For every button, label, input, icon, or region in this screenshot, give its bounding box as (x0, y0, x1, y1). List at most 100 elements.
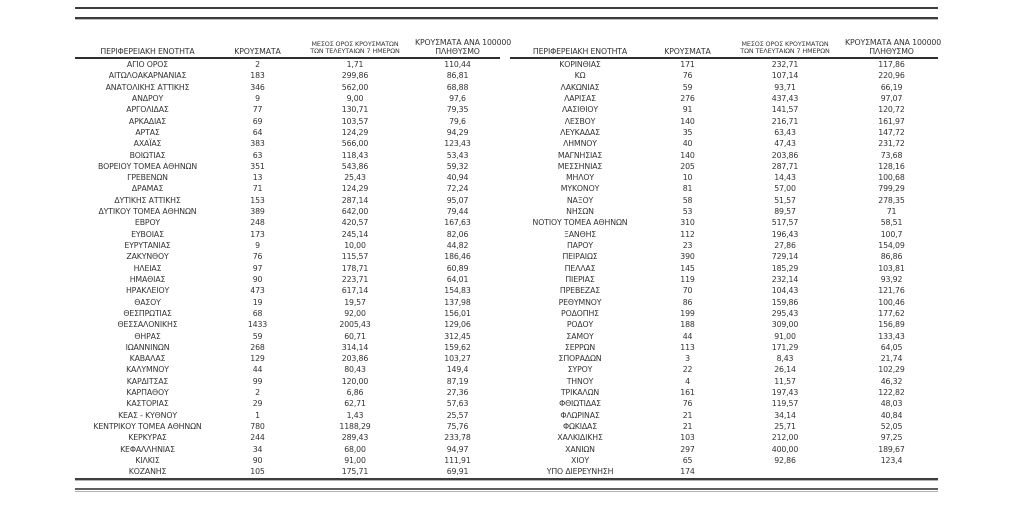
cell-per100k: 799,29 (878, 184, 905, 194)
cell-region: ΛΕΥΚΑΔΑΣ (560, 127, 600, 137)
cell-per100k: 73,68 (880, 150, 903, 160)
cell-cases: 40 (682, 139, 693, 149)
cell-region: ΣΠΟΡΑΔΩΝ (558, 354, 602, 364)
table-row: ΠΡΕΒΕΖΑΣ 70 104,43 121,76 (510, 285, 938, 296)
cell-cases: 183 (250, 71, 265, 81)
table-row: ΤΡΙΚΑΛΩΝ 161 197,43 122,82 (510, 387, 938, 398)
table-row: ΣΕΡΡΩΝ 113 171,29 64,05 (510, 342, 938, 353)
cell-region: ΝΟΤΙΟΥ ΤΟΜΕΑ ΑΘΗΝΩΝ (532, 218, 628, 228)
cell-per100k: 64,01 (446, 274, 469, 284)
cell-cases: 129 (250, 354, 265, 364)
cell-cases: 174 (680, 467, 695, 477)
cell-avg7: 92,86 (774, 455, 796, 465)
table-row: ΠΕΛΛΑΣ 145 185,29 103,81 (510, 263, 938, 274)
cell-cases: 34 (252, 444, 263, 454)
table-row: ΑΙΤΩΛΟΑΚΑΡΝΑΝΙΑΣ 183 299,86 86,81 (75, 70, 500, 81)
table-row: ΚΕΑΣ - ΚΥΘΝΟΥ 1 1,43 25,57 (75, 410, 500, 421)
cell-region: ΚΑΣΤΟΡΙΑΣ (126, 399, 169, 409)
cell-cases: 103 (680, 433, 695, 443)
cell-cases: 86 (682, 297, 693, 307)
cell-cases: 297 (680, 444, 695, 454)
cell-per100k: 59,32 (446, 161, 469, 171)
cell-avg7: 287,71 (771, 161, 799, 171)
cell-cases: 81 (682, 184, 693, 194)
column-header-per100k: ΚΡΟΥΣΜΑΤΑ ΑΝΑ 100000 ΠΛΗΘΥΣΜΟ (845, 35, 941, 59)
cell-per100k: 87,19 (446, 376, 469, 386)
table-row: ΑΡΓΟΛΙΔΑΣ 77 130,71 79,35 (75, 104, 500, 115)
cell-per100k: 123,43 (444, 139, 471, 149)
column-header-region: ΠΕΡΙΦΕΡΕΙΑΚΗ ΕΝΟΤΗΤΑ (510, 35, 650, 59)
cell-per100k: 79,6 (449, 116, 466, 126)
cell-region: ΘΕΣΠΡΩΤΙΑΣ (123, 308, 172, 318)
cell-avg7: 130,71 (341, 105, 369, 115)
cell-cases: 113 (680, 342, 695, 352)
cell-per100k: 94,97 (446, 444, 469, 454)
cell-avg7: 1,43 (346, 410, 364, 420)
cell-avg7: 232,14 (771, 274, 799, 284)
cell-cases: 140 (680, 150, 695, 160)
cell-per100k: 79,44 (446, 207, 469, 217)
cell-region: ΜΗΛΟΥ (565, 173, 595, 183)
table-row: ΗΡΑΚΛΕΙΟΥ 473 617,14 154,83 (75, 285, 500, 296)
cell-avg7: 185,29 (771, 263, 799, 273)
cell-cases: 2 (255, 60, 260, 69)
table-row: ΑΡΤΑΣ 64 124,29 94,29 (75, 127, 500, 138)
table-row: ΕΒΡΟΥ 248 420,57 167,63 (75, 217, 500, 228)
cell-per100k: 149,4 (446, 365, 469, 375)
column-header-avg7-line2: ΤΩΝ ΤΕΛΕΥΤΑΙΩΝ 7 ΗΜΕΡΩΝ (740, 47, 830, 56)
table-row: ΔΡΑΜΑΣ 71 124,29 72,24 (75, 183, 500, 194)
cell-per100k: 102,29 (878, 365, 905, 375)
cell-per100k: 69,91 (446, 467, 469, 477)
cell-cases: 59 (682, 82, 693, 92)
cell-avg7: 119,57 (771, 399, 799, 409)
table-row: ΜΑΓΝΗΣΙΑΣ 140 203,86 73,68 (510, 150, 938, 161)
cell-per100k: 103,27 (444, 354, 471, 364)
cell-per100k: 75,76 (446, 422, 469, 431)
cell-cases: 346 (250, 82, 265, 92)
cell-region: ΤΗΝΟΥ (566, 376, 594, 386)
cell-cases: 153 (250, 195, 265, 205)
cell-region: ΡΟΔΟΥ (566, 320, 594, 330)
cell-avg7: 115,57 (341, 252, 369, 262)
cell-per100k: 40,84 (880, 410, 903, 420)
cell-per100k: 189,67 (878, 444, 905, 454)
cell-avg7: 309,00 (771, 320, 799, 330)
cell-avg7: 57,00 (774, 184, 796, 194)
table-row: ΓΡΕΒΕΝΩΝ 13 25,43 40,94 (75, 172, 500, 183)
table-row: ΘΕΣΣΑΛΟΝΙΚΗΣ 1433 2005,43 129,06 (75, 319, 500, 330)
cell-avg7: 91,00 (774, 331, 796, 341)
table-row: ΑΝΑΤΟΛΙΚΗΣ ΑΤΤΙΚΗΣ 346 562,00 68,88 (75, 82, 500, 93)
cell-avg7: 80,43 (344, 365, 366, 375)
cell-avg7: 287,14 (341, 195, 369, 205)
table-row: ΧΑΝΙΩΝ 297 400,00 189,67 (510, 444, 938, 455)
table-row: ΚΩ 76 107,14 220,96 (510, 70, 938, 81)
cell-avg7: 51,57 (774, 195, 796, 205)
cell-avg7: 203,86 (771, 150, 799, 160)
cell-cases: 21 (682, 422, 693, 431)
table-row: ΧΙΟΥ 65 92,86 123,4 (510, 455, 938, 466)
cell-region: ΠΙΕΡΙΑΣ (565, 274, 595, 284)
cell-avg7: 437,43 (771, 93, 799, 103)
cell-region: ΜΥΚΟΝΟΥ (560, 184, 600, 194)
cell-region: ΑΧΑΪΑΣ (133, 139, 162, 149)
cell-avg7: 617,14 (341, 286, 369, 296)
cell-cases: 173 (250, 229, 265, 239)
cell-per100k: 133,43 (878, 331, 905, 341)
table-body-left: ΑΓΙΟ ΟΡΟΣ 2 1,71 110,44 ΑΙΤΩΛΟΑΚΑΡΝΑΝΙΑΣ 183 2… (75, 58, 500, 478)
cell-region: ΝΑΞΟΥ (566, 195, 594, 205)
cell-cases: 119 (680, 274, 695, 284)
table-row: ΡΟΔΟΥ 188 309,00 156,89 (510, 319, 938, 330)
cell-region: ΠΕΛΛΑΣ (564, 263, 596, 273)
cell-avg7: 25,43 (344, 173, 366, 183)
cell-per100k: 159,62 (444, 342, 471, 352)
table-row: ΛΕΣΒΟΥ 140 216,71 161,97 (510, 116, 938, 127)
table-row: ΚΑΡΠΑΘΟΥ 2 6,86 27,36 (75, 387, 500, 398)
table-row: ΡΕΘΥΜΝΟΥ 86 159,86 100,46 (510, 297, 938, 308)
cell-avg7: 26,14 (774, 365, 796, 375)
cell-region: ΘΑΣΟΥ (134, 297, 161, 307)
table-row: ΕΥΒΟΙΑΣ 173 245,14 82,06 (75, 229, 500, 240)
cell-cases: 389 (250, 207, 265, 217)
cell-avg7: 107,14 (771, 71, 799, 81)
cell-region: ΚΑΒΑΛΑΣ (129, 354, 166, 364)
cell-avg7: 63,43 (774, 127, 796, 137)
